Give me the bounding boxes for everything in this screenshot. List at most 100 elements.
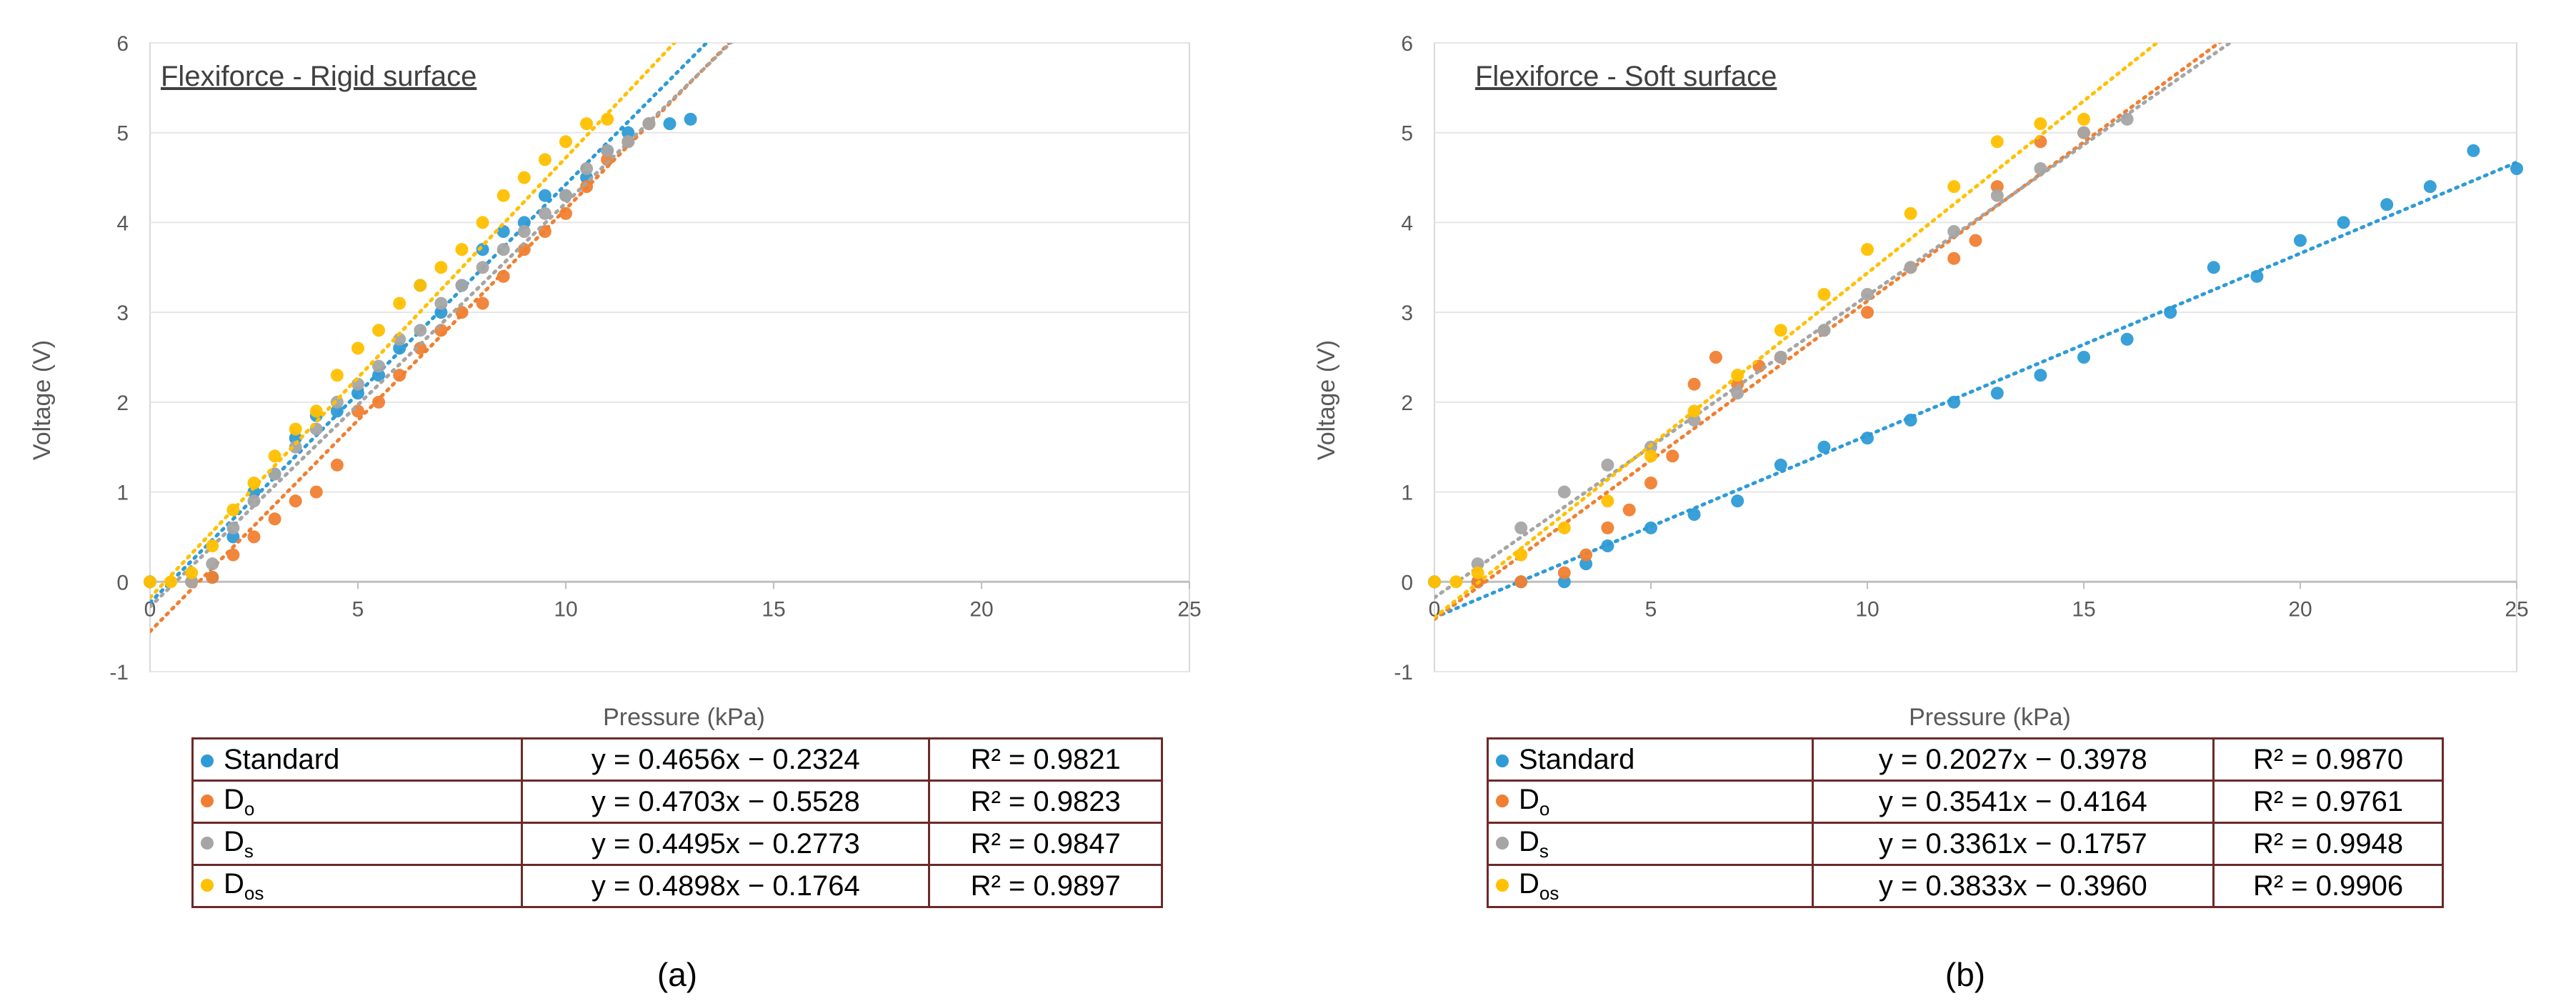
data-point: [372, 369, 386, 382]
data-point: [517, 171, 531, 184]
data-point: [1514, 575, 1528, 589]
y-tick-label: 4: [116, 211, 129, 235]
legend-r-squared: R² = 0.9870: [2212, 737, 2444, 782]
data-point: [206, 571, 219, 584]
legend-row: Dos y = 0.3833x − 0.3960 R² = 0.9906: [1487, 864, 2444, 908]
legend-table-a: Standard y = 0.4656x − 0.2324 R² = 0.9821 D…: [191, 737, 1163, 908]
legend-label-subscript: os: [1539, 882, 1559, 904]
chart-title: Flexiforce - Soft surface: [1475, 61, 1777, 92]
data-point: [1449, 575, 1463, 589]
data-point: [414, 324, 427, 337]
y-tick-label: 6: [1401, 32, 1413, 56]
legend-label: Standard: [1519, 743, 1635, 775]
legend-label: D: [224, 783, 244, 815]
legend-equation: y = 0.2027x − 0.3978: [1811, 737, 2215, 782]
trendline: [150, 43, 709, 605]
legend-series-name: Do: [191, 780, 524, 824]
plot-frame: [1434, 42, 2517, 672]
data-point: [1601, 458, 1614, 472]
data-point: [601, 144, 614, 157]
y-tick-label: 1: [116, 482, 129, 505]
legend-r-squared: R² = 0.9761: [2212, 780, 2444, 824]
data-point: [1514, 521, 1528, 534]
data-point: [414, 342, 427, 355]
legend-row: Standard y = 0.2027x − 0.3978 R² = 0.9870: [1487, 737, 2444, 782]
data-point: [1990, 189, 2004, 202]
data-point: [1969, 234, 1982, 247]
data-point: [559, 135, 572, 149]
legend-row: Dos y = 0.4898x − 0.1764 R² = 0.9897: [191, 864, 1163, 908]
data-point: [1687, 377, 1701, 391]
data-point: [663, 117, 677, 131]
data-point: [496, 189, 510, 202]
series-dos: [1428, 43, 2160, 619]
data-point: [247, 530, 261, 544]
data-point: [1428, 575, 1441, 589]
data-point: [289, 440, 302, 454]
y-tick-label: 3: [116, 302, 129, 325]
legend-equation: y = 0.3361x − 0.1757: [1811, 822, 2215, 866]
legend-marker: [201, 794, 214, 807]
data-point: [1947, 252, 1961, 265]
legend-table-b: Standard y = 0.2027x − 0.3978 R² = 0.9870 D…: [1487, 737, 2444, 908]
legend-label: D: [1519, 825, 1539, 857]
legend-equation: y = 0.4495x − 0.2773: [521, 822, 931, 866]
data-point: [1990, 180, 2004, 194]
legend-marker: [1496, 878, 1509, 892]
legend-equation: y = 0.3833x − 0.3960: [1811, 864, 2215, 908]
data-point: [476, 297, 489, 310]
data-point: [621, 126, 635, 139]
data-point: [372, 324, 386, 337]
panel-label: (b): [1945, 956, 1985, 993]
legend-label: Standard: [224, 743, 340, 775]
data-point: [414, 279, 427, 292]
data-point: [330, 458, 344, 472]
data-point: [2510, 162, 2523, 175]
data-point: [496, 225, 510, 238]
data-point: [1774, 458, 1787, 472]
data-point: [1557, 485, 1571, 499]
series-do: [144, 43, 732, 634]
legend-equation: y = 0.4898x − 0.1764: [521, 864, 931, 908]
y-tick-label: -1: [109, 661, 129, 684]
data-point: [330, 369, 344, 382]
x-tick-label: 10: [554, 597, 577, 621]
data-point: [1471, 566, 1484, 579]
y-tick-label: 0: [1401, 571, 1413, 594]
data-point: [185, 575, 199, 589]
legend-series-name: Ds: [191, 822, 524, 866]
data-point: [309, 404, 323, 418]
trendline: [150, 43, 734, 609]
y-tick-label: 3: [1401, 302, 1413, 325]
series-do: [1428, 43, 2222, 622]
legend-marker: [1496, 794, 1509, 807]
data-point: [496, 269, 510, 283]
data-point: [226, 530, 240, 544]
x-tick-label: 25: [1177, 597, 1201, 621]
x-tick-label: 0: [144, 597, 156, 621]
data-point: [1990, 135, 2004, 149]
data-point: [268, 449, 281, 463]
y-tick-label: 4: [1401, 211, 1413, 235]
x-axis-title: Pressure (kPa): [603, 704, 765, 731]
data-point: [393, 369, 406, 382]
series-ds: [1428, 43, 2233, 599]
x-tick-label: 5: [1645, 597, 1657, 621]
data-point: [1579, 557, 1593, 571]
data-point: [268, 512, 281, 526]
data-point: [2034, 369, 2047, 382]
data-point: [538, 153, 551, 166]
data-point: [330, 404, 344, 418]
legend-label: D: [1519, 783, 1539, 815]
legend-equation: y = 0.4656x − 0.2324: [521, 737, 931, 782]
panel-a: -1 0 1 2 3 4 5 6 0 5 10 15 20 25 Pressure (kPa) Voltage…: [29, 32, 1202, 993]
x-tick-label: 15: [762, 597, 785, 621]
data-point: [455, 243, 469, 257]
legend-label-subscript: os: [244, 882, 264, 904]
data-point: [2207, 261, 2220, 274]
y-tick-label: -1: [1394, 661, 1413, 684]
legend-r-squared: R² = 0.9897: [928, 864, 1163, 908]
data-point: [372, 359, 386, 373]
y-axis-title: Voltage (V): [1313, 340, 1340, 460]
